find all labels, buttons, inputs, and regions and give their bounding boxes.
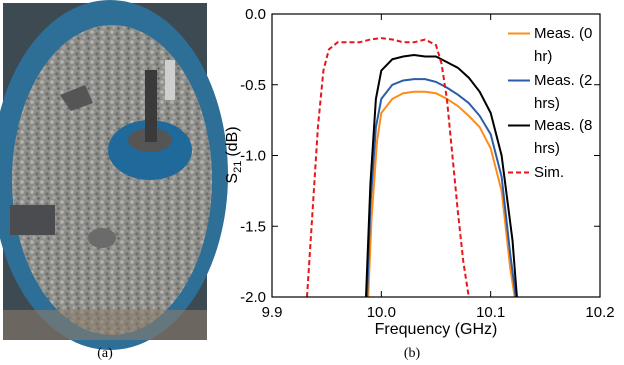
- y-tick-label: -1.0: [240, 148, 266, 165]
- x-tick-label: 10.0: [367, 304, 396, 321]
- legend-label: Meas. (2 hrs): [534, 72, 593, 112]
- legend-label: Meas. (8 hrs): [534, 117, 593, 157]
- y-tick-label: -2.0: [240, 289, 266, 306]
- data-line: [366, 78, 517, 298]
- y-axis-label-main: S: [224, 173, 241, 184]
- x-tick-label: 10.1: [476, 304, 505, 321]
- y-axis-label-unit: (dB): [224, 126, 241, 156]
- caption: (b): [404, 346, 421, 361]
- legend-label: Sim.: [534, 164, 564, 181]
- photo: [0, 0, 228, 350]
- data-line: [365, 53, 518, 298]
- legend-label: Meas. (0 hr): [534, 25, 593, 65]
- y-tick-label: -0.5: [240, 77, 266, 94]
- y-axis-label-sub: 21: [232, 161, 244, 173]
- data-line: [367, 90, 516, 298]
- x-tick-label: 10.2: [585, 304, 614, 321]
- data-line: [306, 37, 470, 298]
- plot-frame: [271, 13, 601, 298]
- y-tick-label: -1.5: [240, 218, 266, 235]
- x-axis-label: Frequency (GHz): [375, 321, 498, 338]
- y-axis-label: S21 (dB): [224, 126, 244, 183]
- x-tick-label: 9.9: [262, 304, 283, 321]
- caption: (a): [97, 346, 113, 361]
- y-tick-label: 0.0: [245, 6, 266, 23]
